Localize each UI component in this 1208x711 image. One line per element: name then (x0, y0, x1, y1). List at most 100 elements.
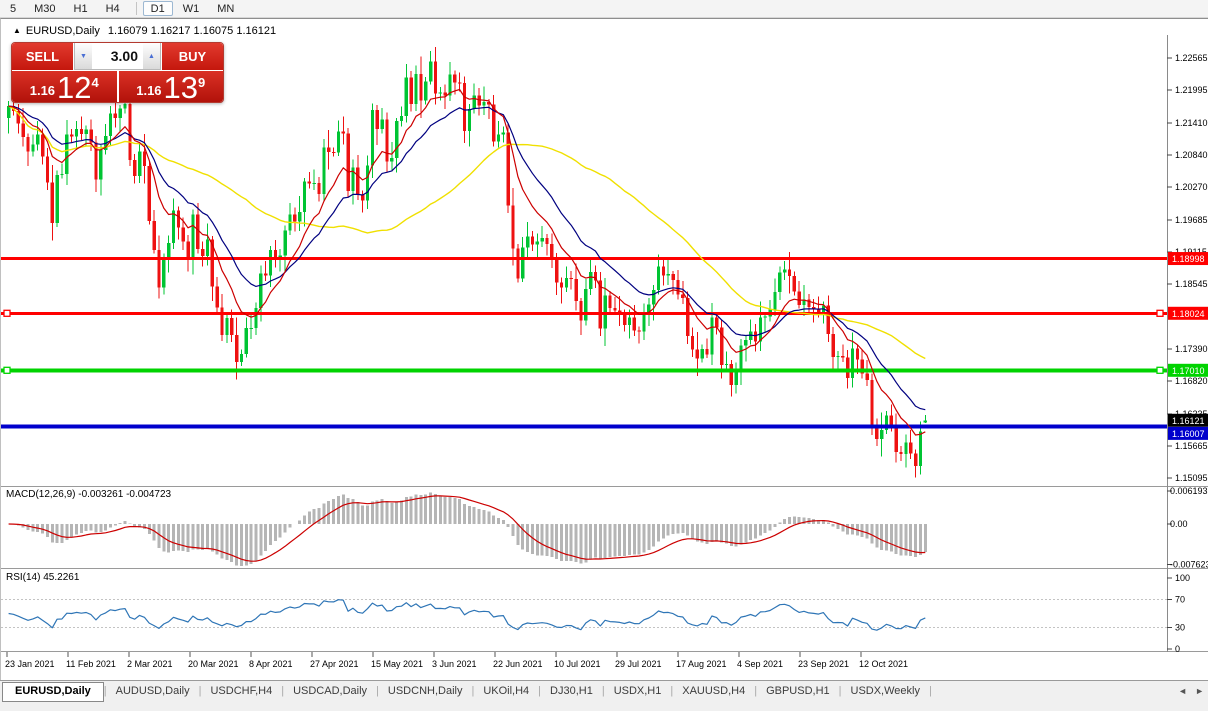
svg-text:1.18998: 1.18998 (1172, 254, 1205, 264)
candle (477, 95, 481, 106)
buy-button[interactable]: BUY (162, 43, 223, 70)
candle (181, 227, 185, 242)
candle (428, 61, 433, 82)
sell-price-pipette: 4 (91, 75, 99, 90)
candle (327, 147, 331, 153)
candle (133, 160, 137, 176)
candle (715, 317, 719, 328)
volume-increase-button[interactable]: ▲ (143, 43, 160, 69)
chart-tab-usdx-weekly[interactable]: USDX,Weekly (850, 685, 920, 697)
candle (462, 83, 467, 131)
timeframe-button-H4[interactable]: H4 (98, 1, 128, 16)
volume-input[interactable] (92, 43, 143, 69)
tab-scroll-left-icon[interactable]: ◄ (1178, 686, 1188, 696)
rsi-level-lines (1, 598, 1167, 629)
svg-text:-0.007623: -0.007623 (1170, 560, 1208, 570)
tab-separator: | (838, 685, 842, 697)
chart-tab-dj30-h1[interactable]: DJ30,H1 (550, 685, 593, 697)
candle (234, 334, 239, 362)
candle (540, 238, 544, 242)
candle (753, 331, 758, 342)
chart-tab-audusd-daily[interactable]: AUDUSD,Daily (115, 685, 190, 697)
sell-button[interactable]: SELL (12, 43, 73, 70)
candle (812, 306, 816, 310)
line-anchor-handle[interactable] (3, 366, 11, 374)
candle (259, 273, 263, 308)
candle (438, 92, 442, 94)
candle (492, 104, 496, 142)
candle (608, 295, 612, 308)
chart-tab-usdx-h1[interactable]: USDX,H1 (613, 685, 662, 697)
candle (826, 305, 830, 334)
chart-canvas[interactable]: 1.22565 1.21995 1.21410 1.20840 1.20270 1.196… (1, 19, 1208, 681)
ma-slow-yellow (8, 105, 926, 360)
chart-tab-ukoil-h4[interactable]: UKOil,H4 (483, 685, 530, 697)
chart-tab-gbpusd-h1[interactable]: GBPUSD,H1 (766, 685, 830, 697)
timeframe-button-5[interactable]: 5 (2, 1, 24, 16)
line-anchor-handle[interactable] (1156, 366, 1164, 374)
candle (719, 327, 724, 366)
buy-price-pips: 13 (163, 70, 199, 103)
chart-tab-eurusd-daily[interactable]: EURUSD,Daily (2, 682, 104, 702)
candle (220, 307, 224, 335)
candle (734, 372, 738, 385)
chart-tab-usdcad-daily[interactable]: USDCAD,Daily (293, 685, 368, 697)
candle (336, 131, 341, 153)
candle (472, 95, 476, 109)
candle (171, 210, 176, 244)
tab-scroll-right-icon[interactable]: ► (1195, 686, 1204, 696)
candle (65, 134, 69, 175)
candle (913, 453, 918, 466)
candle (647, 304, 651, 314)
candle (749, 331, 753, 340)
candle (142, 151, 147, 167)
sell-price-display[interactable]: 1.16 12 4 (12, 71, 117, 102)
timeframe-button-H1[interactable]: H1 (66, 1, 96, 16)
svg-text:1.19685: 1.19685 (1175, 215, 1208, 225)
tab-separator: | (670, 685, 674, 697)
svg-text:12 Oct 2021: 12 Oct 2021 (859, 659, 908, 669)
volume-decrease-button[interactable]: ▼ (75, 43, 92, 69)
candle (433, 61, 438, 94)
candle (264, 273, 268, 276)
candle (196, 214, 200, 249)
candle (317, 183, 321, 194)
candle (593, 271, 598, 281)
candle (511, 205, 515, 249)
candle (889, 415, 893, 429)
candle (60, 174, 64, 176)
timeframe-button-MN[interactable]: MN (209, 1, 242, 16)
svg-text:1.20270: 1.20270 (1175, 182, 1208, 192)
svg-text:8 Apr 2021: 8 Apr 2021 (249, 659, 293, 669)
candle (550, 243, 554, 260)
chart-tab-usdchf-h4[interactable]: USDCHF,H4 (210, 685, 273, 697)
candle (744, 339, 748, 346)
timeframe-button-W1[interactable]: W1 (175, 1, 208, 16)
candle (894, 428, 898, 452)
candle (899, 451, 903, 455)
chart-tab-usdcnh-daily[interactable]: USDCNH,Daily (387, 685, 463, 697)
chart-window: 1.22565 1.21995 1.21410 1.20840 1.20270 1.196… (0, 18, 1208, 680)
timeframe-button-M30[interactable]: M30 (26, 1, 63, 16)
chart-tab-xauusd-h4[interactable]: XAUUSD,H4 (682, 685, 746, 697)
svg-text:1.19115: 1.19115 (1175, 247, 1207, 257)
collapse-triangle-icon: ▲ (13, 26, 21, 35)
line-anchor-handle[interactable] (1156, 309, 1164, 317)
svg-text:22 Jun 2021: 22 Jun 2021 (493, 659, 543, 669)
svg-text:1.21410: 1.21410 (1175, 118, 1208, 128)
horizontal-level-lines[interactable] (1, 257, 1167, 429)
svg-text:30: 30 (1175, 623, 1185, 633)
candle (661, 266, 666, 276)
candle (399, 116, 404, 122)
candle (74, 129, 79, 137)
candle (302, 181, 307, 212)
candles (7, 47, 927, 478)
line-anchor-handle[interactable] (3, 309, 11, 317)
svg-text:1.17010: 1.17010 (1172, 366, 1205, 376)
candle (700, 348, 704, 359)
candle (773, 292, 777, 310)
candle (458, 82, 462, 84)
timeframe-button-D1[interactable]: D1 (142, 1, 173, 16)
buy-price-display[interactable]: 1.16 13 9 (118, 70, 223, 103)
